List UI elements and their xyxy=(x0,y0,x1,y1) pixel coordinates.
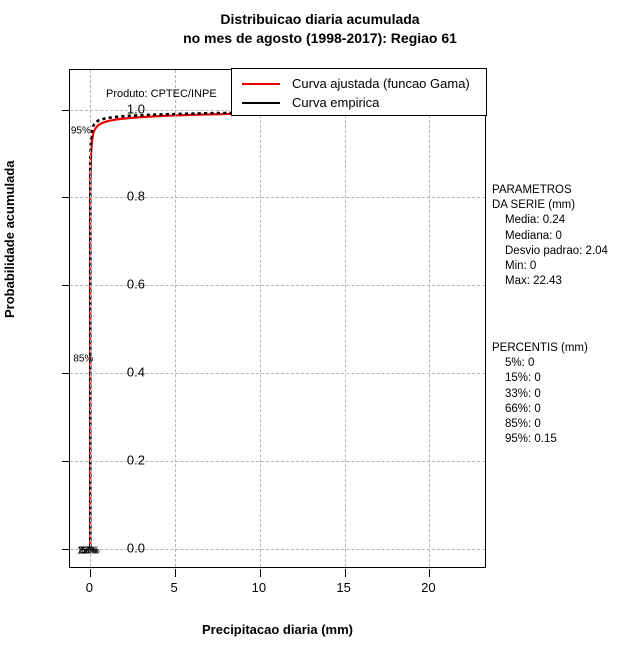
legend-swatch-empirical-icon xyxy=(242,101,280,104)
y-axis-tick-label: 0.2 xyxy=(126,452,145,468)
x-axis-tick xyxy=(344,569,346,577)
x-axis-tick xyxy=(90,569,92,577)
gridline-horizontal xyxy=(70,549,485,551)
parametros-desvio-padrao: Desvio padrao: 2.04 xyxy=(505,244,608,257)
legend-item-fitted: Curva ajustada (funcao Gama) xyxy=(242,74,486,93)
x-axis-tick xyxy=(429,569,431,577)
plot-area xyxy=(62,69,486,577)
percentis-p33: 33%: 0 xyxy=(505,387,541,400)
series-line-fitted xyxy=(89,108,469,548)
chart-title: Distribuicao diaria acumulada no mes de … xyxy=(0,10,640,48)
annotation-bottom-label: 15% xyxy=(76,545,97,557)
gridline-vertical xyxy=(259,70,261,567)
percentis-block: PERCENTIS (mm) 5%: 0 15%: 0 33%: 0 66%: … xyxy=(492,341,588,447)
percentis-p85: 85%: 0 xyxy=(505,418,541,431)
parametros-header-1: PARAMETROS xyxy=(492,184,572,196)
y-axis-tick-label: 0.4 xyxy=(126,364,145,380)
parametros-max: Max: 22.43 xyxy=(505,275,562,288)
y-axis-tick xyxy=(62,373,70,375)
legend: Curva ajustada (funcao Gama) Curva empir… xyxy=(231,68,487,116)
percentis-header: PERCENTIS (mm) xyxy=(492,342,588,354)
percentis-p95: 95%: 0.15 xyxy=(505,433,557,446)
gridline-horizontal xyxy=(70,285,485,287)
x-axis-title: Precipitacao diaria (mm) xyxy=(202,622,353,637)
parametros-min: Min: 0 xyxy=(505,260,537,273)
annotation-bottom-label: 33% xyxy=(78,545,99,557)
annotation-bottom-label: 5% xyxy=(80,545,96,557)
legend-label-fitted: Curva ajustada (funcao Gama) xyxy=(292,76,470,91)
y-axis-tick-label: 0.0 xyxy=(126,540,145,556)
y-axis-title: Probabilidade acumulada xyxy=(2,160,17,319)
legend-swatch-fitted-icon xyxy=(242,82,280,85)
x-axis-tick xyxy=(175,569,177,577)
annotation-p85: 85% xyxy=(73,353,94,365)
annotation-p95: 95% xyxy=(70,125,91,137)
gridline-vertical xyxy=(175,70,177,567)
gridline-vertical xyxy=(429,70,431,567)
gridline-horizontal xyxy=(70,197,485,199)
y-axis-tick xyxy=(62,285,70,287)
x-axis-tick xyxy=(259,569,261,577)
gridline-vertical xyxy=(344,70,346,567)
y-axis-tick-label: 1.0 xyxy=(126,101,145,117)
chart-title-line2: no mes de agosto (1998-2017): Regiao 61 xyxy=(183,30,457,46)
y-axis-tick xyxy=(62,549,70,551)
annotation-bottom-label: 66% xyxy=(79,545,100,557)
y-axis-tick xyxy=(62,109,70,111)
parametros-media: Media: 0.24 xyxy=(505,214,566,227)
produto-label: Produto: CPTEC/INPE xyxy=(106,88,217,100)
x-axis-tick-label: 15 xyxy=(336,580,351,595)
x-axis-tick-label: 5 xyxy=(170,580,178,595)
curve-layer xyxy=(88,108,469,548)
y-axis-tick-label: 0.8 xyxy=(126,188,145,204)
y-axis-tick xyxy=(62,461,70,463)
parametros-header-2: DA SERIE (mm) xyxy=(492,199,576,212)
percentis-p15: 15%: 0 xyxy=(505,372,541,385)
chart-title-line1: Distribuicao diaria acumulada xyxy=(220,11,420,27)
percentis-p66: 66%: 0 xyxy=(505,402,541,415)
y-axis-tick xyxy=(62,197,70,199)
legend-item-empirical: Curva empirica xyxy=(242,93,486,112)
gridline-horizontal xyxy=(70,373,485,375)
x-axis-tick-label: 10 xyxy=(251,580,267,595)
percentis-p5: 5%: 0 xyxy=(505,357,535,370)
gridline-horizontal xyxy=(70,461,485,463)
parametros-block: PARAMETROS DA SERIE (mm) Media: 0.24 Med… xyxy=(492,183,608,289)
parametros-mediana: Mediana: 0 xyxy=(505,229,562,242)
legend-label-empirical: Curva empirica xyxy=(292,95,380,110)
x-axis-tick-label: 0 xyxy=(85,580,93,595)
gridline-vertical xyxy=(90,70,92,567)
y-axis-tick-label: 0.6 xyxy=(126,276,145,292)
series-line-empirical xyxy=(88,108,469,548)
x-axis-tick-label: 20 xyxy=(421,580,436,595)
